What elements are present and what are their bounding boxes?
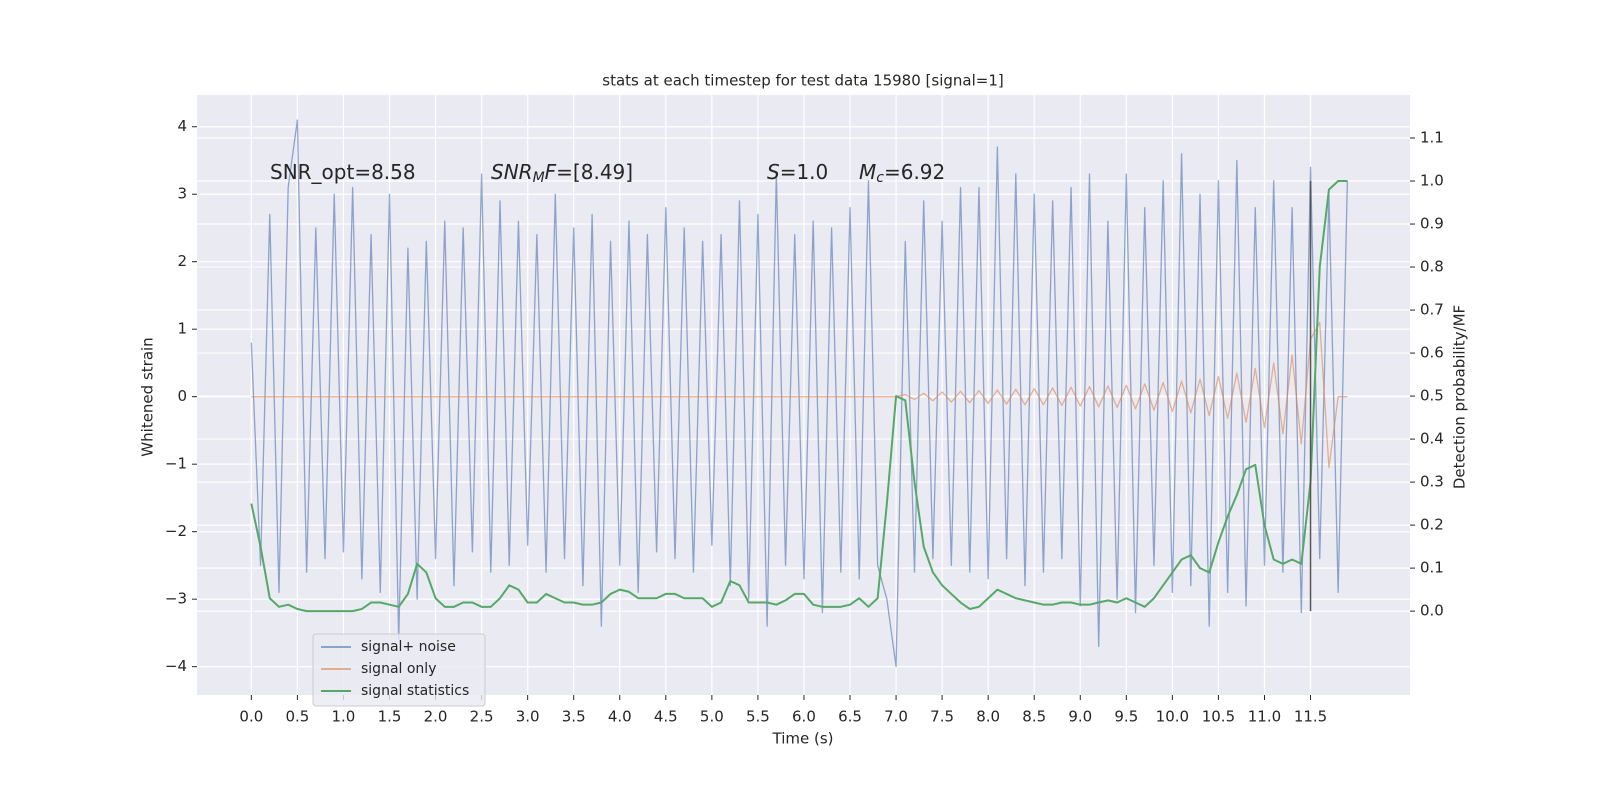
y-tick-label: −2 xyxy=(165,522,187,540)
y2-tick-label: 0.6 xyxy=(1420,344,1444,362)
x-tick-label: 4.5 xyxy=(654,708,678,726)
y2-tick-label: 0.2 xyxy=(1420,516,1444,534)
annotation-part: c xyxy=(876,170,884,186)
y-tick-label: 2 xyxy=(177,252,187,270)
x-tick-label: 1.5 xyxy=(378,708,402,726)
annotation-part: S xyxy=(767,160,780,184)
x-tick-label: 8.0 xyxy=(976,708,1000,726)
series-line xyxy=(250,180,1348,613)
x-axis-label: Time (s) xyxy=(772,730,834,748)
y-tick-label: −1 xyxy=(165,455,187,473)
annotation-part: SNR_opt=8.58 xyxy=(270,160,416,184)
y2-tick-label: 0.8 xyxy=(1420,258,1444,276)
x-tick-label: 2.0 xyxy=(424,708,448,726)
series-line xyxy=(250,119,1349,668)
legend-label: signal statistics xyxy=(361,683,469,699)
annotation-part: M xyxy=(533,170,545,186)
x-tick-label: 2.5 xyxy=(470,708,494,726)
y2-tick-label: 0.3 xyxy=(1420,473,1444,491)
x-tick-label: 5.0 xyxy=(700,708,724,726)
annotation: Mc=6.92 xyxy=(859,160,945,187)
y-tick-label: 0 xyxy=(177,387,187,405)
y2-tick-label: 0.9 xyxy=(1420,215,1444,233)
annotation: SNRMF=[8.49] xyxy=(491,160,633,187)
x-tick-label: 6.5 xyxy=(838,708,862,726)
x-tick-label: 6.0 xyxy=(792,708,816,726)
y-axis-label: Whitened strain xyxy=(139,337,157,456)
x-tick-label: 4.0 xyxy=(608,708,632,726)
legend-box xyxy=(312,633,486,707)
y2-tick-label: 1.1 xyxy=(1420,129,1444,147)
x-tick-label: 11.0 xyxy=(1248,708,1281,726)
annotation-part: SNR xyxy=(491,160,533,184)
annotation-part: =6.92 xyxy=(884,160,945,184)
y-tick-label: 1 xyxy=(177,320,187,338)
x-tick-label: 5.5 xyxy=(746,708,770,726)
y2-tick-label: 0.5 xyxy=(1420,387,1444,405)
y2-tick-label: 0.1 xyxy=(1420,559,1444,577)
y-tick-label: 4 xyxy=(177,117,187,135)
x-tick-label: 10.0 xyxy=(1156,708,1189,726)
series-line xyxy=(251,321,1348,469)
x-tick-label: 10.5 xyxy=(1202,708,1235,726)
x-tick-label: 9.0 xyxy=(1068,708,1092,726)
annotation-part: F xyxy=(545,160,557,184)
x-tick-label: 7.0 xyxy=(884,708,908,726)
y2-tick-label: 0.0 xyxy=(1420,602,1444,620)
x-tick-label: 3.0 xyxy=(516,708,540,726)
x-tick-label: 1.0 xyxy=(332,708,356,726)
y2-axis-label: Detection probability/MF xyxy=(1451,305,1469,489)
y2-tick-label: 0.4 xyxy=(1420,430,1444,448)
annotation-part: =1.0 xyxy=(780,160,829,184)
annotation-part: M xyxy=(859,160,876,184)
x-tick-label: 0.0 xyxy=(239,708,263,726)
annotation: SNR_opt=8.58 xyxy=(270,160,416,184)
x-tick-label: 11.5 xyxy=(1294,708,1327,726)
y-tick-label: 3 xyxy=(177,185,187,203)
chart-title: stats at each timestep for test data 159… xyxy=(602,72,1003,90)
y-tick-label: −3 xyxy=(165,590,187,608)
annotation: S=1.0 xyxy=(767,160,828,184)
x-tick-label: 8.5 xyxy=(1022,708,1046,726)
legend-label: signal only xyxy=(361,661,436,677)
y2-tick-label: 1.0 xyxy=(1420,172,1444,190)
y2-tick-label: 0.7 xyxy=(1420,301,1444,319)
x-tick-label: 0.5 xyxy=(285,708,309,726)
y-tick-label: −4 xyxy=(165,657,187,675)
x-tick-label: 9.5 xyxy=(1114,708,1138,726)
legend-label: signal+ noise xyxy=(361,639,456,655)
x-tick-label: 7.5 xyxy=(930,708,954,726)
x-tick-label: 3.5 xyxy=(562,708,586,726)
annotation-part: =[8.49] xyxy=(556,160,633,184)
